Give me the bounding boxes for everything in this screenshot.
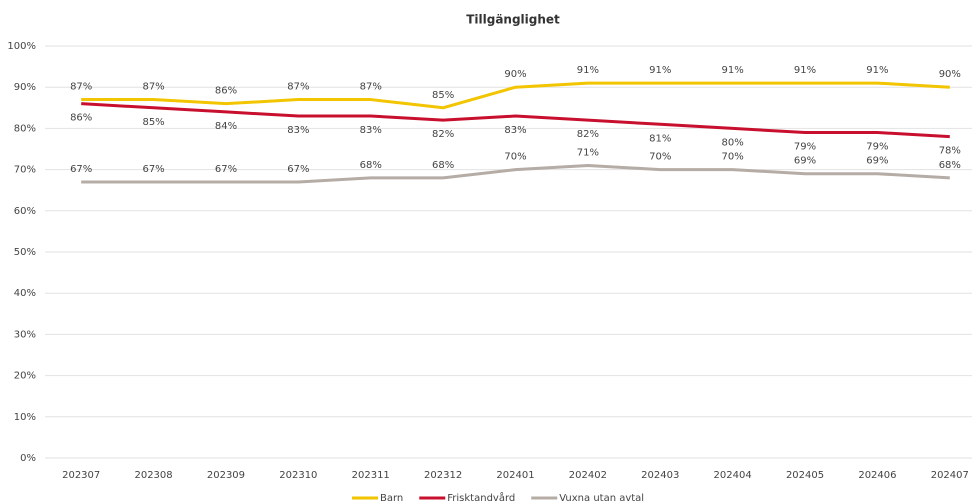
x-tick-label: 202402 bbox=[569, 470, 607, 481]
y-tick-label: 90% bbox=[14, 82, 36, 93]
data-label: 83% bbox=[360, 125, 382, 136]
series-line bbox=[81, 102, 950, 139]
data-label: 91% bbox=[649, 65, 671, 76]
data-label: 91% bbox=[866, 65, 888, 76]
x-tick-label: 202310 bbox=[279, 470, 317, 481]
series-line bbox=[81, 163, 950, 184]
x-tick-label: 202311 bbox=[352, 470, 390, 481]
data-label: 81% bbox=[649, 133, 671, 144]
data-label: 83% bbox=[287, 125, 309, 136]
legend-label: Vuxna utan avtal bbox=[559, 493, 644, 504]
data-label: 71% bbox=[577, 147, 599, 158]
data-label: 86% bbox=[215, 86, 237, 97]
data-label: 67% bbox=[142, 164, 164, 175]
data-label: 85% bbox=[142, 117, 164, 128]
data-label: 69% bbox=[866, 156, 888, 167]
y-tick-label: 60% bbox=[14, 206, 36, 217]
data-label: 68% bbox=[939, 160, 961, 171]
data-label: 86% bbox=[70, 113, 92, 124]
data-label: 69% bbox=[794, 156, 816, 167]
data-label: 90% bbox=[504, 69, 526, 80]
x-tick-label: 202307 bbox=[62, 470, 100, 481]
data-label: 87% bbox=[70, 82, 92, 93]
y-tick-label: 10% bbox=[14, 412, 36, 423]
data-label: 68% bbox=[360, 160, 382, 171]
y-tick-label: 50% bbox=[14, 247, 36, 258]
data-label: 85% bbox=[432, 90, 454, 101]
data-label: 91% bbox=[577, 65, 599, 76]
data-label: 91% bbox=[722, 65, 744, 76]
y-tick-label: 30% bbox=[14, 329, 36, 340]
legend-label: Frisktandvård bbox=[447, 491, 515, 504]
data-label: 90% bbox=[939, 69, 961, 80]
y-tick-label: 20% bbox=[14, 371, 36, 382]
data-label: 84% bbox=[215, 121, 237, 132]
data-label: 68% bbox=[432, 160, 454, 171]
data-label: 67% bbox=[70, 164, 92, 175]
x-tick-label: 202406 bbox=[858, 470, 896, 481]
x-tick-label: 202312 bbox=[424, 470, 462, 481]
data-label: 87% bbox=[142, 82, 164, 93]
x-tick-label: 202405 bbox=[786, 470, 824, 481]
x-tick-label: 202401 bbox=[496, 470, 534, 481]
data-label: 67% bbox=[215, 164, 237, 175]
data-label: 91% bbox=[794, 65, 816, 76]
data-label: 67% bbox=[287, 164, 309, 175]
x-tick-label: 202308 bbox=[134, 470, 172, 481]
y-tick-label: 80% bbox=[14, 123, 36, 134]
x-tick-label: 202403 bbox=[641, 470, 679, 481]
legend-label: Barn bbox=[380, 493, 403, 504]
y-tick-label: 0% bbox=[20, 453, 36, 464]
data-label: 87% bbox=[287, 82, 309, 93]
data-label: 70% bbox=[649, 152, 671, 163]
data-label: 70% bbox=[504, 152, 526, 163]
data-label: 78% bbox=[939, 146, 961, 157]
chart-title: Tillgänglighet bbox=[466, 13, 560, 27]
y-tick-label: 40% bbox=[14, 288, 36, 299]
data-label: 79% bbox=[866, 142, 888, 153]
data-label: 79% bbox=[794, 142, 816, 153]
x-tick-label: 202309 bbox=[207, 470, 245, 481]
data-label: 82% bbox=[432, 129, 454, 140]
data-label: 80% bbox=[722, 137, 744, 148]
series-line bbox=[81, 81, 950, 110]
x-tick-label: 202404 bbox=[714, 470, 752, 481]
data-label: 82% bbox=[577, 129, 599, 140]
y-tick-label: 100% bbox=[7, 41, 36, 52]
data-label: 83% bbox=[504, 125, 526, 136]
data-label: 70% bbox=[722, 152, 744, 163]
x-tick-label: 202407 bbox=[931, 470, 969, 481]
data-label: 87% bbox=[360, 82, 382, 93]
y-tick-label: 70% bbox=[14, 165, 36, 176]
